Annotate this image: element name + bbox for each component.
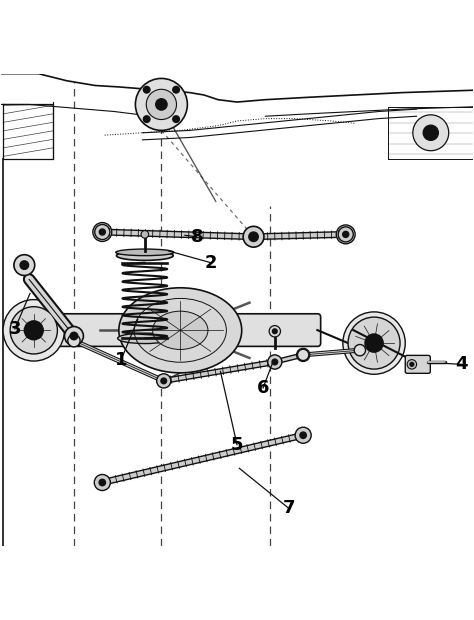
Circle shape [295,427,311,443]
Circle shape [243,226,264,247]
Text: 5: 5 [231,436,243,454]
FancyBboxPatch shape [21,314,320,347]
Ellipse shape [118,333,172,343]
Circle shape [99,228,106,236]
Circle shape [161,378,166,384]
Circle shape [143,116,150,122]
Circle shape [249,232,258,241]
Circle shape [157,374,170,387]
Circle shape [141,231,149,238]
Circle shape [413,115,449,151]
FancyBboxPatch shape [405,355,430,373]
Circle shape [136,78,187,130]
Circle shape [99,229,105,235]
Circle shape [64,327,83,345]
Circle shape [272,359,278,365]
Circle shape [298,349,309,361]
Circle shape [94,474,110,490]
Ellipse shape [117,251,173,260]
Circle shape [156,99,167,110]
Circle shape [336,225,355,244]
Circle shape [297,348,310,361]
Circle shape [143,86,150,93]
Circle shape [343,312,405,374]
Ellipse shape [116,249,174,255]
Circle shape [246,229,261,244]
Circle shape [173,116,179,122]
Circle shape [410,363,414,366]
Circle shape [70,332,78,340]
Circle shape [95,224,110,239]
Circle shape [365,334,383,352]
Circle shape [3,299,64,361]
Text: 4: 4 [455,355,468,373]
Circle shape [93,223,112,241]
Circle shape [269,326,281,337]
Text: 6: 6 [257,379,269,397]
Circle shape [146,89,176,120]
Circle shape [343,231,349,237]
Circle shape [338,227,353,242]
Circle shape [273,329,277,334]
Circle shape [300,432,306,438]
Text: 1: 1 [115,351,128,369]
Circle shape [68,335,80,347]
Circle shape [24,321,43,340]
Circle shape [10,307,57,354]
Ellipse shape [153,311,208,350]
Circle shape [14,255,35,275]
Circle shape [407,360,417,369]
Circle shape [246,229,261,244]
Circle shape [20,261,28,269]
Circle shape [348,317,400,369]
Ellipse shape [119,288,242,373]
Circle shape [251,234,256,240]
Circle shape [268,355,282,369]
Text: 2: 2 [205,254,217,272]
Text: 7: 7 [283,500,295,518]
Circle shape [423,125,438,140]
Circle shape [99,479,106,485]
Text: 3: 3 [9,320,21,338]
Circle shape [251,234,256,240]
Circle shape [342,231,349,238]
Circle shape [156,374,171,388]
Circle shape [268,355,282,369]
Circle shape [173,86,179,93]
Text: 8: 8 [191,228,203,246]
Circle shape [354,345,365,356]
